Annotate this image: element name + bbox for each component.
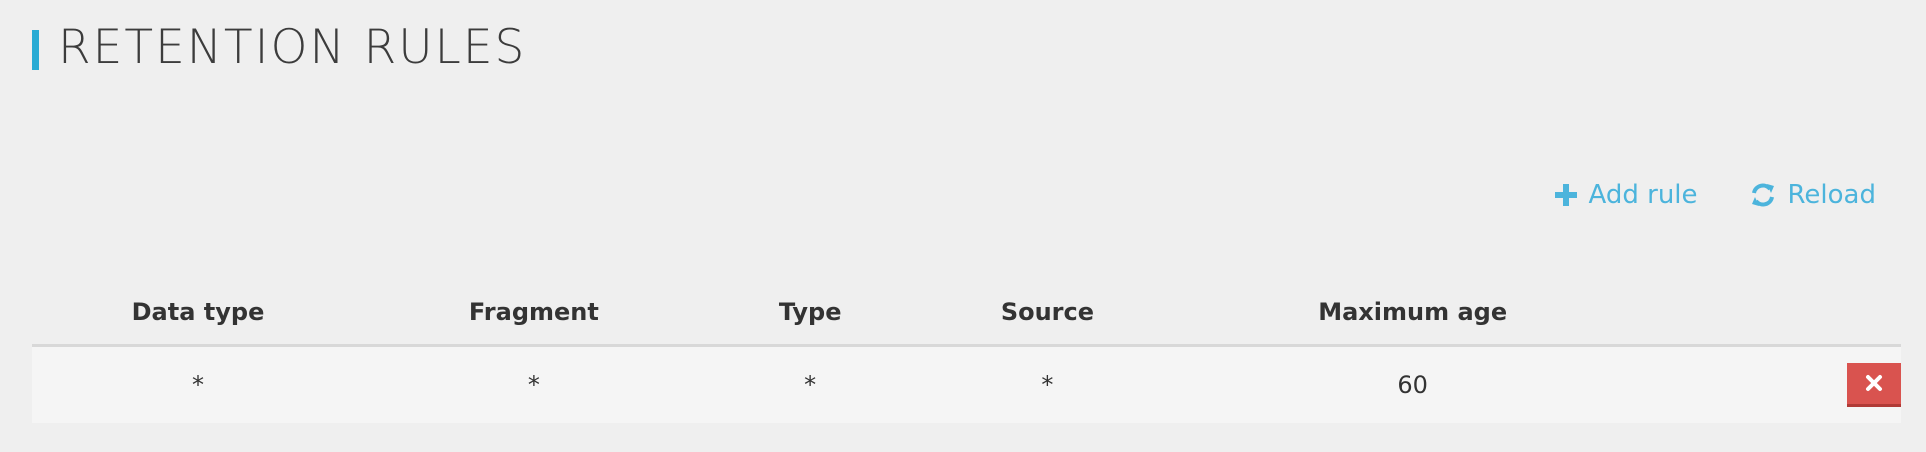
close-icon [1865,370,1883,398]
add-rule-label: Add rule [1588,180,1698,210]
cell-data-type: * [32,345,364,423]
cell-maximum-age: 60 [1178,345,1647,423]
column-header-maximum-age[interactable]: Maximum age [1178,280,1647,347]
toolbar: Add rule Reload [1554,180,1876,210]
title-accent-bar [32,30,39,70]
column-header-fragment[interactable]: Fragment [363,280,704,347]
cell-actions [1647,345,1901,423]
plus-icon [1554,184,1577,206]
column-header-actions [1647,280,1901,347]
cell-fragment: * [363,345,704,423]
cell-type: * [703,345,917,423]
retention-rules-table: Data type Fragment Type Source Maximum a… [32,280,1901,423]
refresh-icon [1750,182,1776,208]
column-header-data-type[interactable]: Data type [32,280,364,347]
page-header: RETENTION RULES [32,22,526,74]
reload-button[interactable]: Reload [1750,180,1876,210]
delete-rule-button[interactable] [1847,363,1901,407]
page-title: RETENTION RULES [58,20,527,75]
reload-label: Reload [1787,180,1876,210]
cell-source: * [916,345,1179,423]
table-header-row: Data type Fragment Type Source Maximum a… [32,280,1901,347]
add-rule-button[interactable]: Add rule [1554,180,1698,210]
column-header-type[interactable]: Type [703,280,917,347]
table-row: * * * * 60 [32,345,1901,423]
column-header-source[interactable]: Source [916,280,1179,347]
